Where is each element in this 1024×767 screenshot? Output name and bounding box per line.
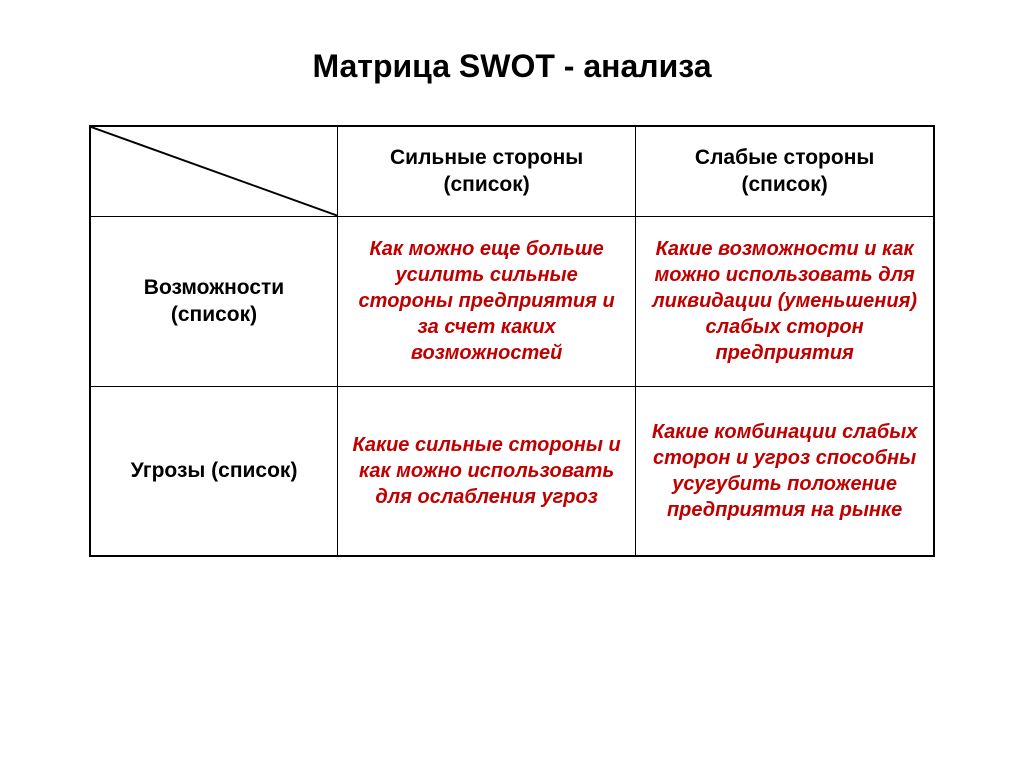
cell-st: Какие сильные стороны и как можно исполь… [338,386,636,556]
col-header-strengths: Сильные стороны (список) [338,126,636,216]
table-header-row: Сильные стороны (список) Слабые стороны … [90,126,934,216]
cell-wo: Какие возможности и как можно использова… [636,216,934,386]
cell-so: Как можно еще больше усилить сильные сто… [338,216,636,386]
col-header-weaknesses: Слабые стороны (список) [636,126,934,216]
diagonal-corner-cell [90,126,338,216]
swot-matrix-table: Сильные стороны (список) Слабые стороны … [89,125,935,557]
cell-wt: Какие комбинации слабых сторон и угроз с… [636,386,934,556]
table-row-threats: Угрозы (список) Какие сильные стороны и … [90,386,934,556]
row-header-threats: Угрозы (список) [90,386,338,556]
page-title: Матрица SWOT - анализа [312,48,711,85]
table-row-opportunities: Возможности (список) Как можно еще больш… [90,216,934,386]
diagonal-line-icon [91,127,337,216]
row-header-opportunities: Возможности (список) [90,216,338,386]
